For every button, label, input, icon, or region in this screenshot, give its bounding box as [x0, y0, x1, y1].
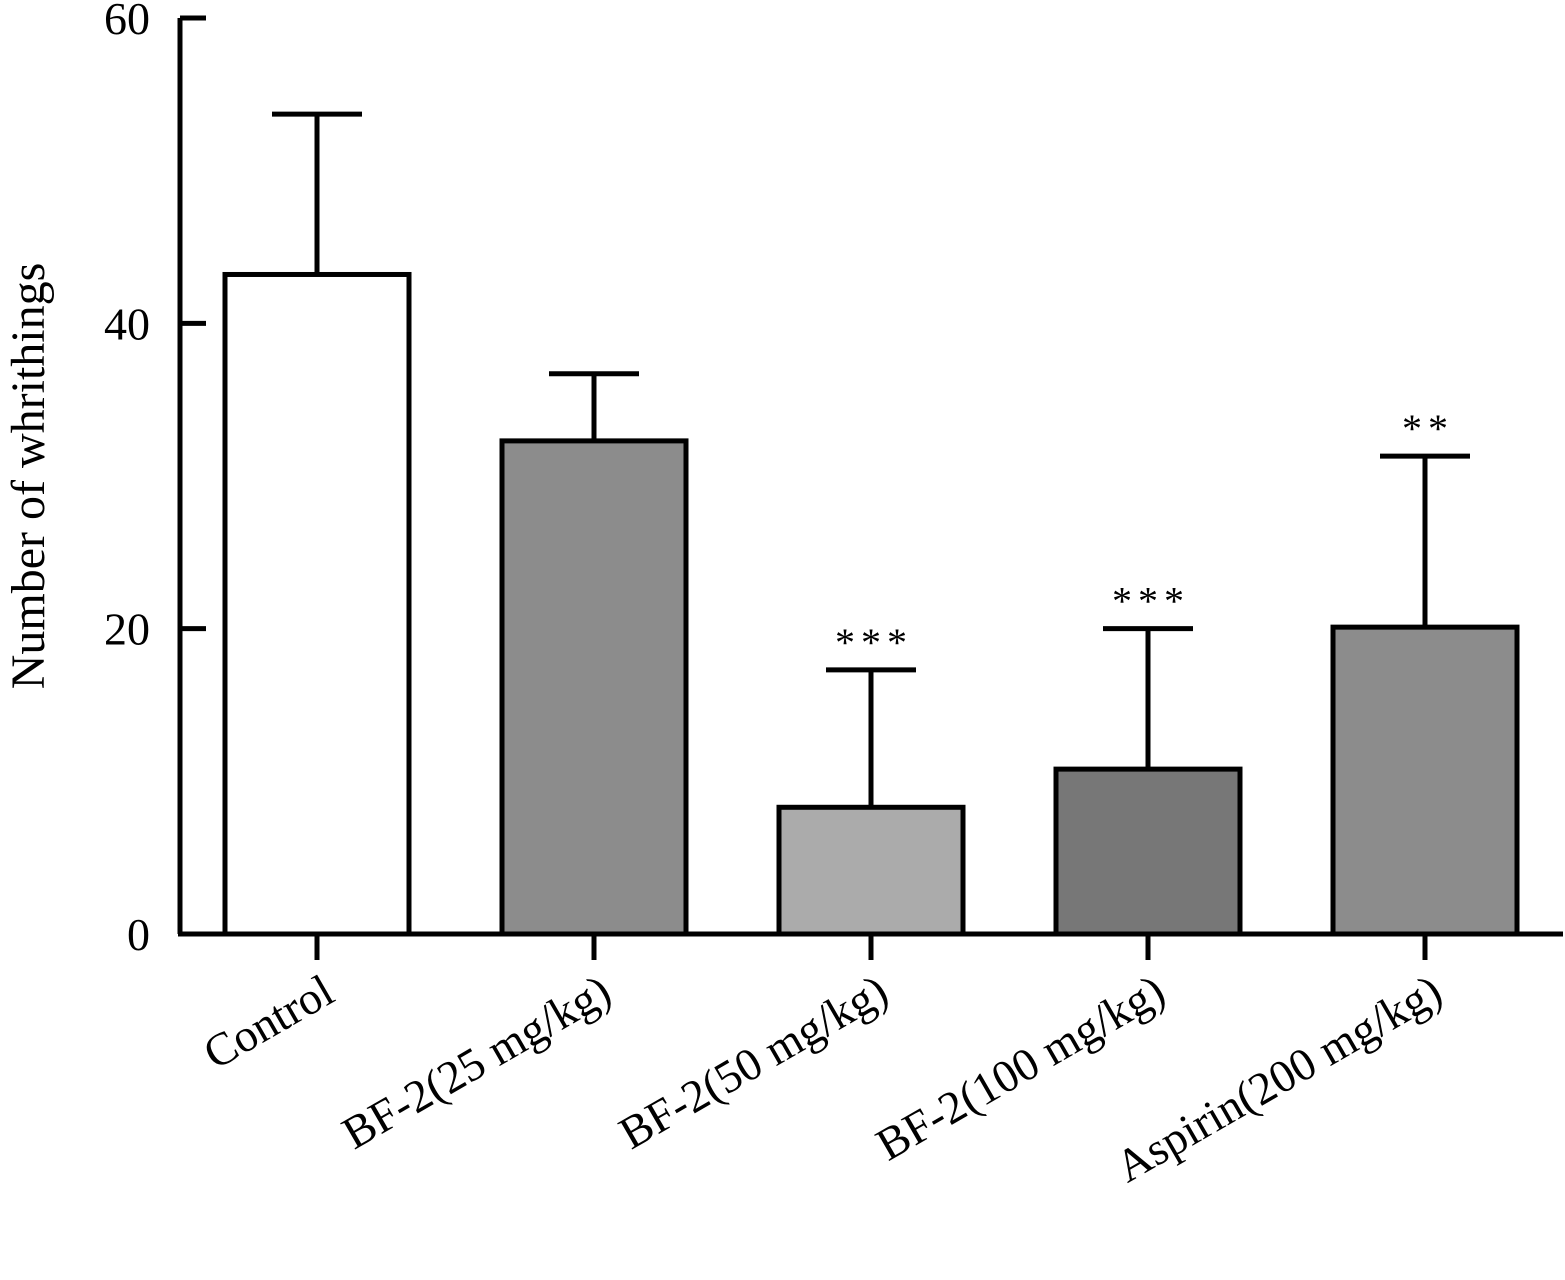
bar-4 [1053, 766, 1243, 937]
y-tick-label: 40 [104, 298, 150, 349]
x-category-label: Control [195, 964, 342, 1078]
significance-label-4: *** [1112, 579, 1190, 624]
bar-1 [222, 271, 412, 937]
x-category-label: BF-2(25 mg/kg) [333, 964, 619, 1158]
x-category-label: BF-2(50 mg/kg) [610, 964, 896, 1158]
significance-label-5: ** [1402, 406, 1454, 451]
significance-label-3: *** [835, 620, 913, 665]
bar-2 [499, 438, 689, 937]
y-tick-label: 0 [127, 909, 150, 960]
bar-5 [1330, 624, 1520, 937]
bars-layer: ******** [222, 111, 1520, 937]
y-tick-label: 60 [104, 0, 150, 44]
y-ticks-layer: 0 20 40 60 [104, 0, 206, 960]
y-axis-title: Number of whrithings [2, 263, 55, 690]
bar-3 [776, 804, 966, 937]
y-tick-label: 20 [104, 604, 150, 655]
